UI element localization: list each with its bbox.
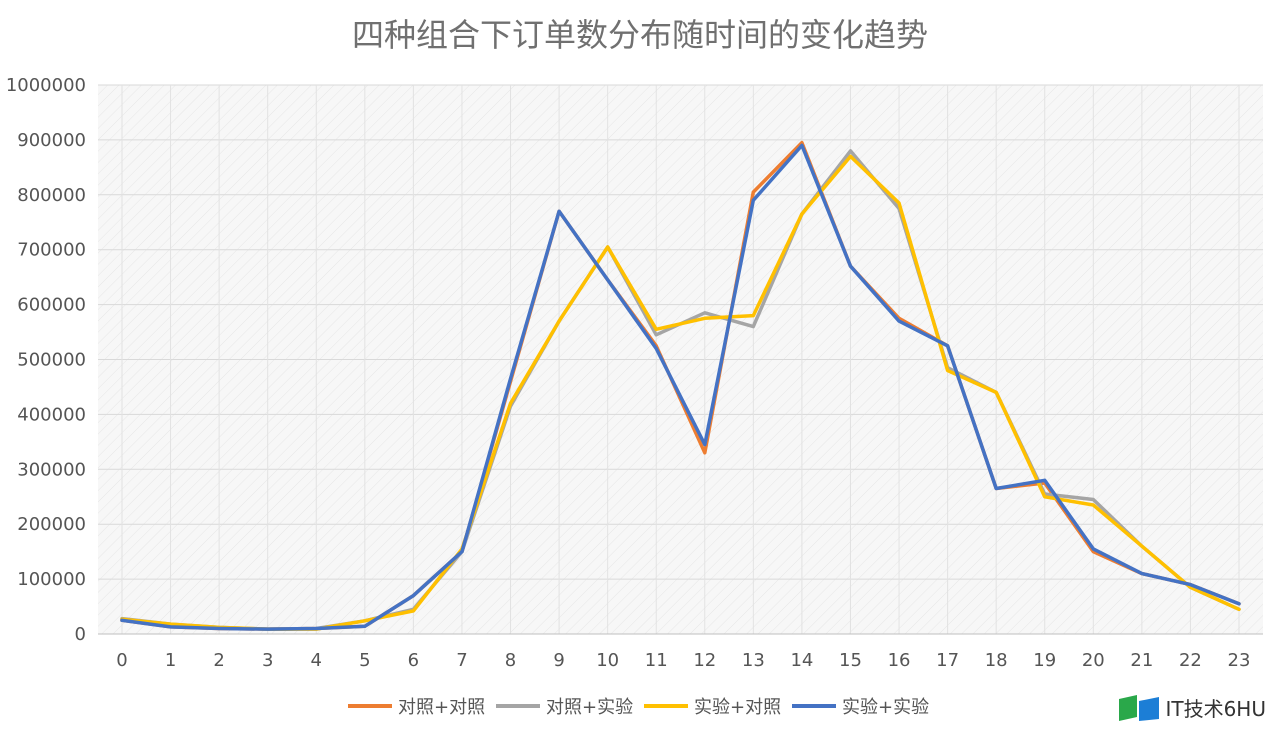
legend-label-2: 实验+对照	[694, 697, 781, 718]
x-tick-label-23: 23	[1228, 650, 1251, 671]
x-tick-label-19: 19	[1033, 650, 1056, 671]
x-tick-label-0: 0	[116, 650, 127, 671]
series-line-3	[120, 143, 1241, 631]
watermark-text: IT技术6HU	[1165, 697, 1266, 721]
grid-lines	[98, 84, 1263, 635]
watermark: IT技术6HU	[1119, 693, 1266, 722]
x-tick-label-10: 10	[596, 650, 619, 671]
x-tick-label-2: 2	[213, 650, 224, 671]
x-tick-label-15: 15	[839, 650, 862, 671]
x-tick-label-17: 17	[936, 650, 959, 671]
y-tick-label-6: 600000	[17, 295, 86, 316]
x-tick-label-3: 3	[262, 650, 273, 671]
x-tick-label-16: 16	[888, 650, 911, 671]
x-tick-label-21: 21	[1130, 650, 1153, 671]
x-tick-label-1: 1	[165, 650, 176, 671]
legend: 对照+对照 对照+实验 实验+对照 实验+实验	[348, 697, 929, 718]
chart-title: 四种组合下订单数分布随时间的变化趋势	[352, 16, 928, 54]
y-tick-label-9: 900000	[17, 130, 86, 151]
x-tick-label-8: 8	[505, 650, 516, 671]
y-tick-label-10: 1000000	[6, 75, 86, 96]
y-tick-label-0: 0	[75, 624, 86, 645]
x-tick-label-5: 5	[359, 650, 370, 671]
x-tick-label-22: 22	[1179, 650, 1202, 671]
x-tick-label-13: 13	[742, 650, 765, 671]
y-tick-label-5: 500000	[17, 350, 86, 371]
y-axis-ticks: 0 100000 200000 300000 400000 500000 600000 700…	[6, 75, 86, 645]
x-tick-label-18: 18	[985, 650, 1008, 671]
legend-label-0: 对照+对照	[398, 697, 485, 718]
y-tick-label-4: 400000	[17, 404, 86, 425]
watermark-logo-icon	[1119, 694, 1160, 721]
legend-label-3: 实验+实验	[842, 697, 929, 718]
x-axis-ticks: 0 1 2 3 4 5 6 7 8 9 10 11 12 13 14 15 16 17 18 19 20 21 22 23	[116, 650, 1250, 671]
series-lines	[120, 140, 1241, 631]
y-tick-label-7: 700000	[17, 240, 86, 261]
y-tick-label-3: 300000	[17, 459, 86, 480]
y-tick-label-2: 200000	[17, 514, 86, 535]
x-tick-label-14: 14	[790, 650, 813, 671]
x-tick-label-9: 9	[553, 650, 564, 671]
x-tick-label-20: 20	[1082, 650, 1105, 671]
y-tick-label-8: 800000	[17, 185, 86, 206]
y-tick-label-1: 100000	[17, 569, 86, 590]
x-tick-label-6: 6	[408, 650, 419, 671]
legend-label-1: 对照+实验	[546, 697, 633, 718]
x-tick-label-11: 11	[645, 650, 668, 671]
x-tick-label-4: 4	[311, 650, 322, 671]
x-tick-label-7: 7	[456, 650, 467, 671]
x-tick-label-12: 12	[693, 650, 716, 671]
